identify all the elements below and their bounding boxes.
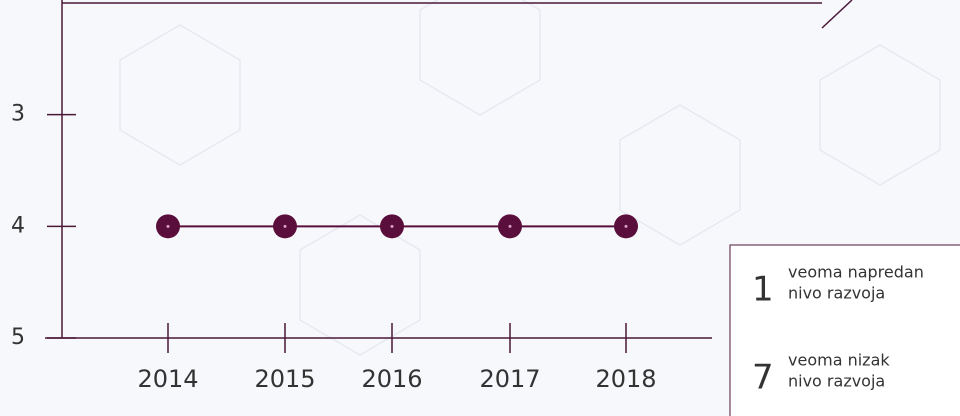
x-tick-label: 2018 (595, 365, 656, 393)
x-tick-label: 2017 (479, 365, 540, 393)
scale-text: nivo razvoja (788, 284, 885, 303)
y-tick-label: 3 (11, 102, 25, 127)
x-tick-label: 2014 (137, 365, 198, 393)
scale-number: 7 (752, 358, 774, 398)
background-pattern (119, 0, 941, 356)
scale-text: veoma napredan (788, 263, 924, 282)
top-line-diagonal (821, 0, 853, 29)
axes (45, 0, 853, 339)
data-point-center (508, 224, 512, 228)
y-tick-label: 4 (11, 213, 25, 238)
data-point-center (166, 224, 170, 228)
x-tick-label: 2015 (254, 365, 315, 393)
scale-number: 1 (752, 270, 774, 310)
scale-text: nivo razvoja (788, 372, 885, 391)
x-tick-label: 2016 (361, 365, 422, 393)
legend-box (729, 244, 960, 416)
data-point-center (390, 224, 394, 228)
data-point-center (624, 224, 628, 228)
scale-text: veoma nizak (788, 351, 890, 370)
data-point-center (283, 224, 287, 228)
y-tick-label: 5 (11, 325, 25, 350)
